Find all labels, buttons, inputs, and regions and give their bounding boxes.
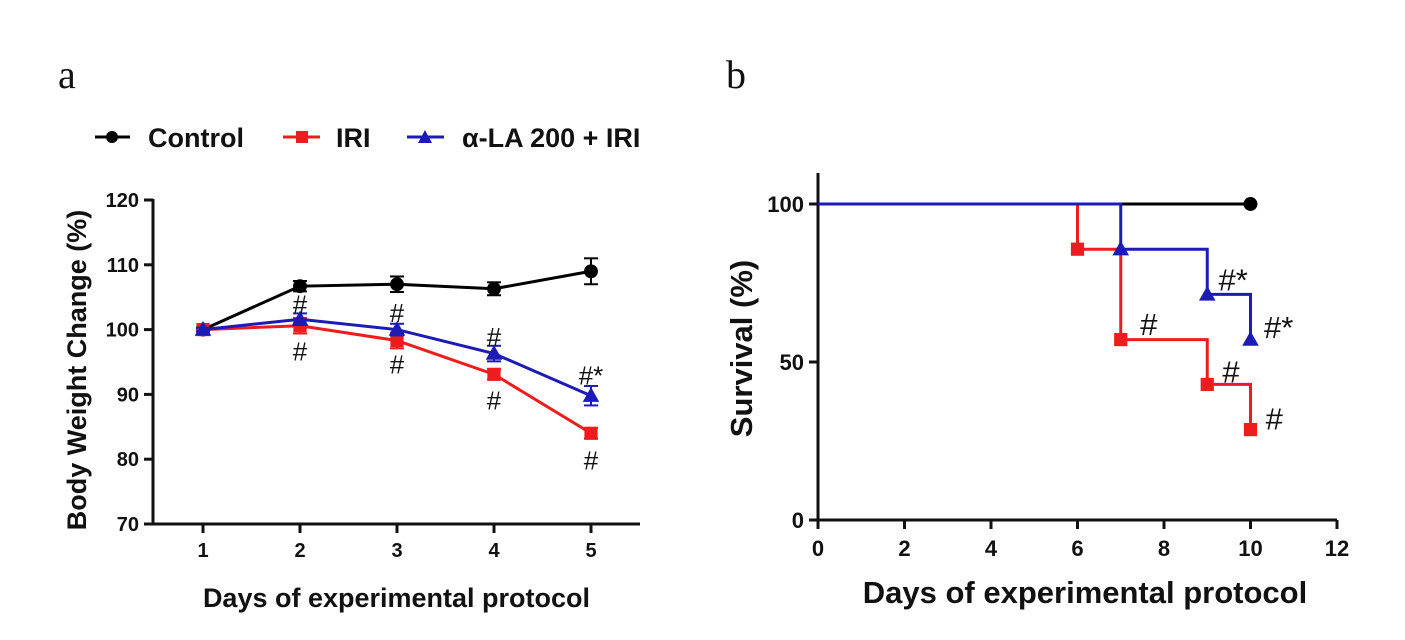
data-point-a-control xyxy=(293,279,307,294)
series-b-ala xyxy=(818,202,1259,346)
y-tick-label-a: 70 xyxy=(117,514,139,536)
data-point-b-iri xyxy=(1243,423,1258,437)
data-point-b-control xyxy=(1243,197,1258,211)
annotation-a: # xyxy=(293,337,308,367)
x-tick-label-a: 2 xyxy=(294,540,305,562)
annotation-b: #* xyxy=(1219,263,1248,298)
annotation-a: #* xyxy=(579,361,604,391)
chart-b: 0 50 100 0 2 4 6 8 10 12 Days of experimental prot… xyxy=(724,173,1349,610)
annotation-b: # xyxy=(1140,307,1158,342)
x-axis-title-b: Days of experimental protocol xyxy=(863,575,1307,610)
panel-letter-b: b xyxy=(726,52,746,97)
y-tick-label-a: 120 xyxy=(106,190,139,212)
legend-item-control: Control xyxy=(95,123,244,153)
data-point-a-iri xyxy=(390,334,404,348)
y-tick-label-a: 80 xyxy=(117,449,139,471)
y-tick-label-a: 100 xyxy=(106,320,139,342)
annotation-a: # xyxy=(293,289,308,319)
x-axis-title-a: Days of experimental protocol xyxy=(203,583,590,613)
series-a-ala xyxy=(194,310,600,407)
annotation-a: # xyxy=(390,298,405,328)
y-axis-title-a: Body Weight Change (%) xyxy=(62,210,92,531)
x-tick-label-b: 0 xyxy=(812,536,824,561)
annotation-b: # xyxy=(1266,402,1284,437)
x-tick-label-a: 5 xyxy=(585,540,596,562)
annotation-a: # xyxy=(584,446,599,476)
data-point-b-iri xyxy=(1200,377,1214,392)
panel-letter-a: a xyxy=(58,52,76,97)
y-tick-label-a: 110 xyxy=(107,255,139,277)
x-tick-label-a: 4 xyxy=(488,540,500,562)
survival-curve-ala xyxy=(818,202,1252,340)
legend-marker-control xyxy=(106,131,118,143)
annotation-a: # xyxy=(487,385,502,415)
y-tick-label-b: 0 xyxy=(792,508,804,533)
legend-item-ala: α-LA 200 + IRI xyxy=(407,123,640,153)
survival-curve-iri xyxy=(818,202,1252,430)
annotation-b: #* xyxy=(1264,310,1293,345)
legend-label-iri: IRI xyxy=(336,123,371,153)
chart-a: 70 80 90 100 110 120 1 2 3 4 5 Days of experimental… xyxy=(62,190,640,613)
data-point-a-iri xyxy=(487,367,501,381)
data-point-a-ala xyxy=(291,310,309,326)
data-point-a-control xyxy=(584,264,598,279)
data-point-a-iri xyxy=(584,426,598,440)
data-point-b-iri xyxy=(1114,332,1128,347)
legend-label-ala: α-LA 200 + IRI xyxy=(462,123,640,153)
data-point-a-ala xyxy=(194,321,212,336)
y-axis-title-b: Survival (%) xyxy=(724,260,759,437)
legend-item-iri: IRI xyxy=(283,123,371,153)
x-tick-label-b: 12 xyxy=(1325,536,1349,561)
y-tick-label-b: 100 xyxy=(767,192,804,217)
x-tick-label-b: 10 xyxy=(1238,536,1262,561)
legend-marker-ala xyxy=(418,130,432,143)
annotation-b: # xyxy=(1222,354,1240,389)
annotation-a: # xyxy=(487,322,502,352)
y-tick-label-b: 50 xyxy=(780,350,804,375)
x-tick-label-a: 3 xyxy=(391,540,402,562)
data-point-b-ala xyxy=(1112,240,1130,256)
annotation-a: # xyxy=(390,350,405,380)
legend-marker-iri xyxy=(296,131,308,143)
x-tick-label-b: 2 xyxy=(898,536,910,561)
x-tick-label-a: 1 xyxy=(197,540,208,562)
data-point-a-control xyxy=(487,281,501,296)
data-point-a-control xyxy=(390,277,404,292)
data-point-a-ala xyxy=(582,387,600,402)
x-tick-label-b: 6 xyxy=(1071,536,1083,561)
series-b-iri xyxy=(818,202,1258,437)
data-point-b-ala xyxy=(1198,285,1216,301)
legend-label-control: Control xyxy=(148,123,244,153)
data-point-a-ala xyxy=(485,345,503,360)
y-tick-label-a: 90 xyxy=(117,384,139,406)
data-point-a-ala xyxy=(388,321,406,336)
x-tick-label-b: 4 xyxy=(985,536,998,561)
data-point-b-ala xyxy=(1242,331,1259,346)
x-tick-label-b: 8 xyxy=(1158,536,1170,561)
legend: Control IRI α-LA 200 + IRI xyxy=(95,123,640,153)
data-point-b-iri xyxy=(1070,242,1085,256)
